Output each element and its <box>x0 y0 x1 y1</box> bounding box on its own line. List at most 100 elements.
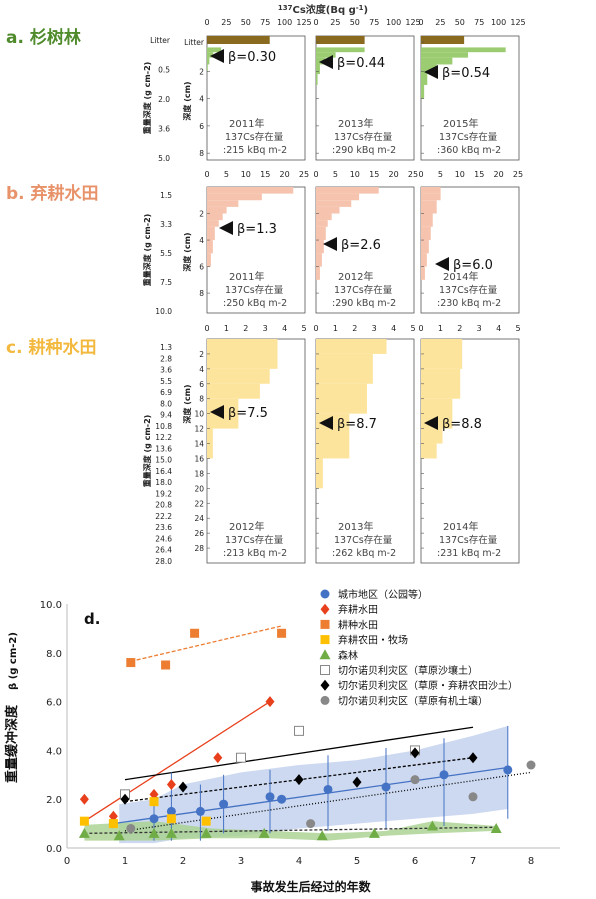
x-tick-label: 25 <box>330 18 340 27</box>
profile-bar <box>207 187 294 194</box>
year-label: 2011年 <box>229 270 264 283</box>
series-7 <box>126 760 536 833</box>
profile-bar <box>421 84 425 99</box>
x-tick-label: 0 <box>418 170 423 179</box>
x-tick-label: 0 <box>313 324 318 333</box>
x-tick-label: 100 <box>277 18 292 27</box>
mass-depth-tick: 20.8 <box>155 501 172 510</box>
beta-arrow-icon <box>319 55 333 69</box>
mass-depth-tick: 2.8 <box>160 354 172 363</box>
conc-axis-title-exp: -1 <box>356 4 364 12</box>
depth-axis-label: 深度 (cm) <box>182 232 192 271</box>
x-tick-label: 7 <box>470 856 476 867</box>
x-tick-label: 0 <box>418 324 423 333</box>
x-tick-label: 20 <box>280 170 290 179</box>
litter-bar <box>316 36 365 44</box>
inventory-label: 137Cs存在量 <box>439 534 498 546</box>
profile-bar <box>207 253 211 267</box>
x-tick-label: 25 <box>513 170 523 179</box>
depth-tick-label: 26 <box>194 529 204 538</box>
year-label: 2013年 <box>338 117 373 130</box>
data-point <box>265 792 275 802</box>
profile-bar <box>207 47 222 53</box>
x-tick-label: 0 <box>418 18 423 27</box>
x-tick-label: 0 <box>204 170 209 179</box>
profile-panel: Litter 2 4 6 8 深度 (cm) β=0.30 2011年137Cs存在量:215… <box>182 35 306 161</box>
x-tick-label: 4 <box>391 324 396 333</box>
profile-bar <box>316 253 322 267</box>
mass-depth-tick: 5.5 <box>160 377 172 386</box>
data-point <box>166 806 176 816</box>
depth-axis-label: 深度 (cm) <box>182 81 192 120</box>
x-tick-label: 75 <box>474 18 484 27</box>
mass-depth-tick: 10.8 <box>155 422 172 431</box>
x-tick-label: 50 <box>241 18 251 27</box>
profile-bar <box>316 74 318 85</box>
mass-depth-tick: 1.3 <box>160 343 172 352</box>
depth-tick-label: 8 <box>199 289 204 298</box>
beta-arrow-icon <box>210 405 224 419</box>
data-point <box>323 784 333 794</box>
depth-tick-label: 8 <box>199 149 204 158</box>
inventory-value: :360 kBq m-2 <box>437 145 501 156</box>
x-axis-title: 事故发生后经过的年数 <box>251 879 372 894</box>
year-label: 2014年 <box>443 520 478 533</box>
data-point <box>108 819 118 829</box>
data-point <box>79 816 89 826</box>
legend-marker <box>320 695 330 705</box>
inventory-value: :230 kBq m-2 <box>437 298 501 309</box>
profile-bar <box>207 200 239 207</box>
beta-arrow-icon <box>424 416 438 430</box>
profile-bar <box>316 339 387 354</box>
x-tick-label: 3 <box>372 324 377 333</box>
data-point <box>161 660 171 670</box>
profile-bar <box>316 206 340 214</box>
data-point <box>410 775 420 785</box>
x-tick-label: 0 <box>204 18 209 27</box>
beta-label: β=0.54 <box>442 66 490 81</box>
mass-depth-tick: 5.5 <box>160 249 172 258</box>
depth-tick-label: 6 <box>199 263 204 272</box>
conc-axis-title-main: Cs浓度(Bq g <box>292 3 355 16</box>
data-point <box>149 788 159 800</box>
data-point <box>439 770 449 780</box>
depth-tick-label: 2 <box>199 67 204 76</box>
profile-bar <box>421 213 433 227</box>
x-tick-label: 10 <box>350 170 360 179</box>
inventory-value: :231 kBq m-2 <box>437 548 501 559</box>
inventory-value: :215 kBq m-2 <box>223 145 287 156</box>
legend-marker <box>320 679 330 691</box>
x-tick-label: 25 <box>299 170 309 179</box>
beta-label: β=0.44 <box>337 56 385 71</box>
data-point <box>113 830 125 841</box>
year-label: 2014年 <box>443 270 478 283</box>
panel-frame <box>420 186 520 314</box>
mass-depth-tick: 16.4 <box>155 467 172 476</box>
conc-axis-title-sup: 137 <box>278 4 293 12</box>
series-0 <box>108 765 513 829</box>
mass-depth-tick: 12.2 <box>155 433 172 442</box>
x-tick-label: 0 <box>204 324 209 333</box>
x-tick-label: 0 <box>313 170 318 179</box>
data-point <box>78 827 90 838</box>
x-tick-label: 5 <box>515 324 520 333</box>
legend-marker <box>320 635 330 645</box>
legend-marker <box>320 589 330 599</box>
profile-bar <box>316 52 336 58</box>
x-tick-label: 25 <box>408 170 418 179</box>
x-tick-label: 10 <box>455 170 465 179</box>
profile-bar <box>316 64 320 75</box>
x-tick-label: 4 <box>282 324 287 333</box>
profile-bar <box>207 383 260 399</box>
data-point <box>258 827 270 838</box>
beta-arrow-icon <box>424 65 438 79</box>
profile-bar <box>421 47 506 53</box>
x-tick-label: 125 <box>405 18 420 27</box>
x-tick-label: 4 <box>296 856 302 867</box>
x-tick-label: 3 <box>263 324 268 333</box>
